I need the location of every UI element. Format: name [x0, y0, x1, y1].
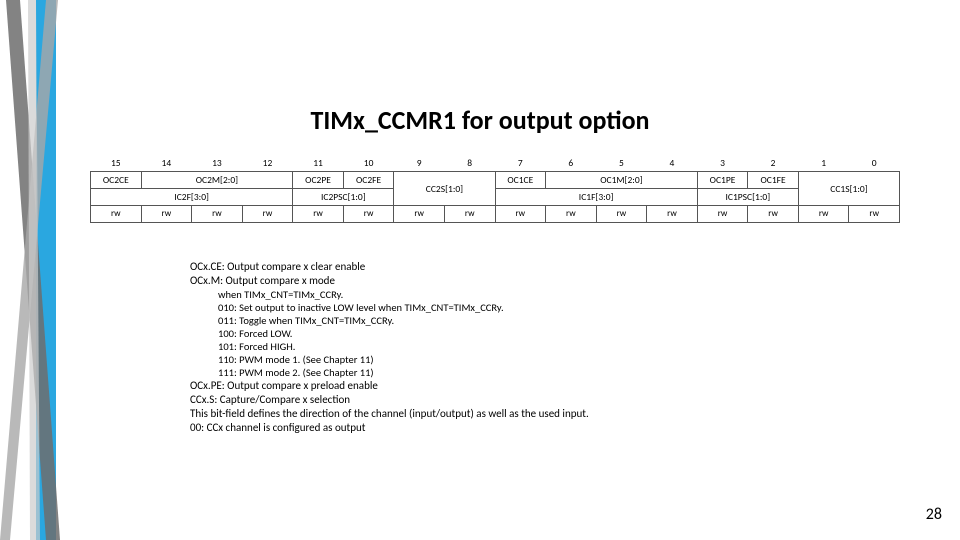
cell-cc2s: CC2S[1:0] — [394, 172, 495, 206]
description-block: OCx.CE: Output compare x clear enable OC… — [190, 260, 890, 434]
desc-110: 110: PWM mode 1. (See Chapter 11) — [218, 353, 890, 366]
cell-oc1fe: OC1FE — [748, 172, 799, 189]
desc-00: 00: CCx channel is configured as output — [190, 421, 890, 435]
desc-010: 010: Set output to inactive LOW level wh… — [218, 301, 890, 314]
cell-cc1s: CC1S[1:0] — [798, 172, 899, 206]
desc-ocxce: OCx.CE: Output compare x clear enable — [190, 260, 890, 274]
cell-oc2m: OC2M[2:0] — [141, 172, 293, 189]
desc-101: 101: Forced HIGH. — [218, 340, 890, 353]
desc-bitfield: This bit-field defines the direction of … — [190, 407, 890, 421]
field-row-1: OC2CE OC2M[2:0] OC2PE OC2FE CC2S[1:0] OC… — [91, 172, 900, 189]
register-table: 15 14 13 12 11 10 9 8 7 6 5 4 3 2 1 0 OC… — [90, 155, 900, 223]
desc-ocxpe: OCx.PE: Output compare x preload enable — [190, 379, 890, 393]
desc-100: 100: Forced LOW. — [218, 327, 890, 340]
cell-ic2psc: IC2PSC[1:0] — [293, 189, 394, 206]
desc-111: 111: PWM mode 2. (See Chapter 11) — [218, 366, 890, 379]
cell-ic1f: IC1F[3:0] — [495, 189, 697, 206]
cell-oc1ce: OC1CE — [495, 172, 546, 189]
cell-oc1m: OC1M[2:0] — [546, 172, 698, 189]
cell-ic1psc: IC1PSC[1:0] — [697, 189, 798, 206]
desc-ccxs: CCx.S: Capture/Compare x selection — [190, 393, 890, 407]
rw-row: rw rw rw rw rw rw rw rw rw rw rw rw rw r… — [91, 206, 900, 223]
cell-oc2fe: OC2FE — [343, 172, 394, 189]
slide-title: TIMx_CCMR1 for output option — [0, 104, 960, 136]
desc-ocxm: OCx.M: Output compare x mode — [190, 274, 890, 288]
cell-oc2pe: OC2PE — [293, 172, 344, 189]
left-accent — [0, 0, 70, 540]
desc-when: when TIMx_CNT=TIMx_CCRy. — [218, 288, 890, 301]
cell-oc2ce: OC2CE — [91, 172, 142, 189]
page-number: 28 — [926, 505, 942, 524]
bit-number-row: 15 14 13 12 11 10 9 8 7 6 5 4 3 2 1 0 — [91, 155, 900, 172]
field-row-2: IC2F[3:0] IC2PSC[1:0] IC1F[3:0] IC1PSC[1… — [91, 189, 900, 206]
cell-oc1pe: OC1PE — [697, 172, 748, 189]
desc-011: 011: Toggle when TIMx_CNT=TIMx_CCRy. — [218, 314, 890, 327]
cell-ic2f: IC2F[3:0] — [91, 189, 293, 206]
